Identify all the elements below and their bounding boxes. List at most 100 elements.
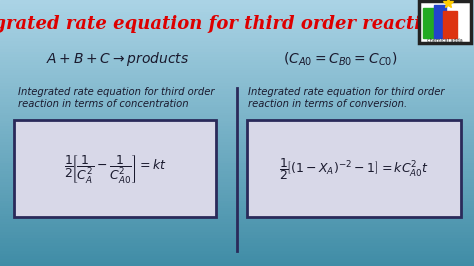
Bar xyxy=(0,80,474,82)
Bar xyxy=(0,253,474,255)
Bar xyxy=(0,13,474,16)
Bar xyxy=(0,149,474,152)
Bar xyxy=(0,77,474,80)
Bar xyxy=(0,157,474,160)
Bar xyxy=(0,189,474,192)
Bar xyxy=(0,197,474,200)
Bar xyxy=(0,64,474,66)
Bar xyxy=(0,82,474,85)
Bar xyxy=(0,74,474,77)
Bar xyxy=(0,120,474,122)
Bar xyxy=(0,112,474,114)
Bar xyxy=(0,0,474,3)
Bar xyxy=(0,3,474,5)
Bar xyxy=(0,221,474,223)
Bar xyxy=(0,35,474,37)
Bar xyxy=(0,29,474,32)
Bar xyxy=(0,53,474,56)
Bar xyxy=(0,165,474,168)
Bar xyxy=(0,160,474,162)
Bar xyxy=(0,141,474,144)
Bar xyxy=(0,40,474,43)
Bar xyxy=(0,200,474,202)
Bar xyxy=(0,106,474,109)
Text: Integrated rate equation for third order reaction: Integrated rate equation for third order… xyxy=(0,15,447,33)
Bar xyxy=(0,192,474,194)
Bar xyxy=(0,43,474,45)
Bar xyxy=(0,96,474,98)
Bar xyxy=(0,88,474,90)
Bar xyxy=(0,104,474,106)
Bar xyxy=(0,154,474,157)
Text: $\mathit{A + B + C \rightarrow products}$: $\mathit{A + B + C \rightarrow products}… xyxy=(46,50,190,68)
Bar xyxy=(0,194,474,197)
FancyBboxPatch shape xyxy=(419,1,471,43)
Bar xyxy=(0,128,474,130)
Bar xyxy=(0,181,474,184)
Bar xyxy=(0,59,474,61)
Bar xyxy=(0,239,474,242)
Bar xyxy=(0,237,474,239)
Text: reaction in terms of conversion.: reaction in terms of conversion. xyxy=(248,99,407,109)
Bar xyxy=(0,234,474,237)
Bar xyxy=(0,207,474,210)
Bar xyxy=(0,162,474,165)
Bar xyxy=(0,37,474,40)
Bar xyxy=(0,8,474,11)
Bar xyxy=(0,45,474,48)
Text: $(C_{A0} = C_{B0} = C_{C0})$: $(C_{A0} = C_{B0} = C_{C0})$ xyxy=(283,50,397,68)
Bar xyxy=(0,90,474,93)
Bar xyxy=(0,32,474,35)
Bar xyxy=(0,109,474,112)
Bar xyxy=(0,130,474,133)
Bar xyxy=(0,21,474,24)
Bar xyxy=(0,202,474,205)
Bar xyxy=(0,176,474,178)
Bar xyxy=(0,247,474,250)
Bar xyxy=(0,133,474,136)
Bar xyxy=(0,245,474,247)
Bar xyxy=(0,263,474,266)
Bar xyxy=(0,5,474,8)
Bar xyxy=(0,122,474,125)
Bar xyxy=(0,125,474,128)
Bar xyxy=(0,210,474,213)
Bar xyxy=(0,61,474,64)
Bar xyxy=(0,24,474,27)
Bar xyxy=(0,72,474,74)
Bar xyxy=(0,186,474,189)
Bar xyxy=(0,231,474,234)
Bar xyxy=(0,85,474,88)
Bar xyxy=(0,93,474,96)
Bar xyxy=(0,114,474,117)
Bar xyxy=(0,173,474,176)
Bar xyxy=(0,11,474,13)
Bar xyxy=(0,168,474,170)
Bar xyxy=(0,16,474,19)
Bar xyxy=(0,184,474,186)
Bar xyxy=(0,178,474,181)
Bar xyxy=(0,56,474,59)
Text: $\dfrac{1}{2}\!\left[(1-X_A)^{-2} - 1\right] = kC_{A0}^{2}t$: $\dfrac{1}{2}\!\left[(1-X_A)^{-2} - 1\ri… xyxy=(279,156,429,182)
Bar xyxy=(0,117,474,120)
Text: Integrated rate equation for third order: Integrated rate equation for third order xyxy=(18,87,215,97)
Bar xyxy=(0,213,474,215)
Bar xyxy=(0,258,474,261)
Bar xyxy=(0,152,474,154)
Polygon shape xyxy=(423,8,438,38)
Text: Integrated rate equation for third order: Integrated rate equation for third order xyxy=(248,87,445,97)
Bar xyxy=(0,19,474,21)
Bar xyxy=(0,218,474,221)
Bar xyxy=(0,101,474,104)
FancyBboxPatch shape xyxy=(247,120,461,217)
Text: chemical adda: chemical adda xyxy=(427,39,463,44)
Bar xyxy=(0,69,474,72)
Bar xyxy=(0,250,474,253)
Bar xyxy=(0,226,474,229)
Bar xyxy=(0,66,474,69)
Bar xyxy=(0,144,474,146)
Bar xyxy=(0,136,474,138)
Bar xyxy=(0,98,474,101)
FancyBboxPatch shape xyxy=(14,120,216,217)
Bar xyxy=(0,48,474,51)
